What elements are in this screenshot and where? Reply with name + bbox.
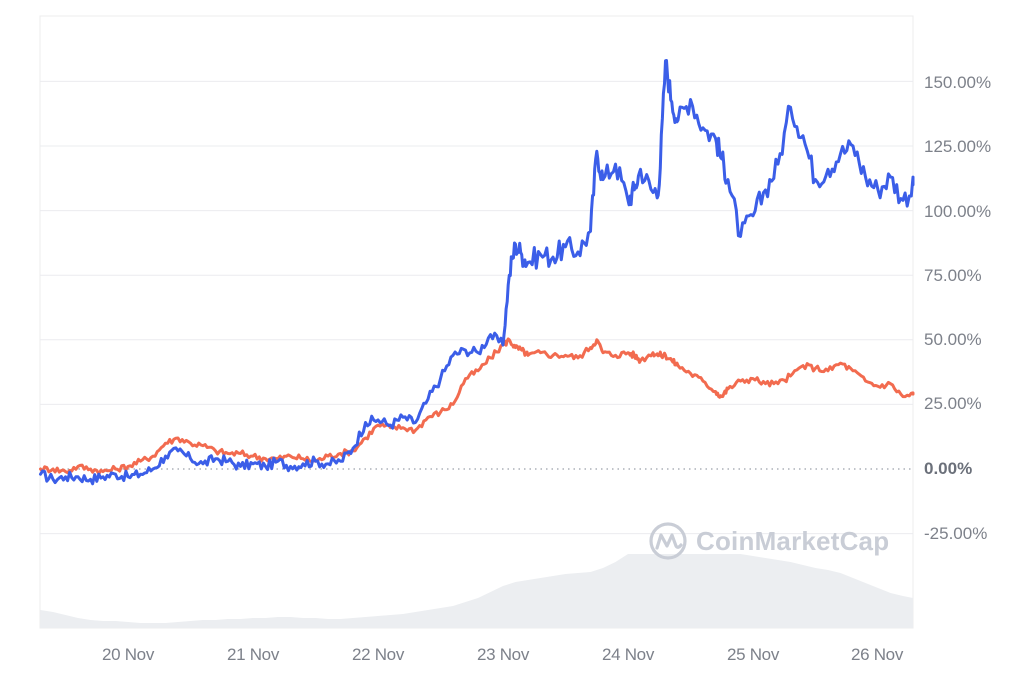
- y-tick-label-100: 100.00%: [924, 202, 992, 221]
- orange-series-line[interactable]: [39, 337, 915, 476]
- y-tick-label-75: 75.00%: [924, 266, 982, 285]
- series-lines: [39, 59, 915, 486]
- y-tick-label-50: 50.00%: [924, 330, 982, 349]
- y-tick-label-0: 0.00%: [924, 459, 973, 478]
- x-tick-label-25-nov: 25 Nov: [726, 645, 780, 664]
- x-tick-label-24-nov: 24 Nov: [601, 645, 655, 664]
- coinmarketcap-watermark: CoinMarketCap: [648, 521, 889, 561]
- x-tick-label-20-nov: 20 Nov: [101, 645, 155, 664]
- x-tick-label-21-nov: 21 Nov: [226, 645, 280, 664]
- x-tick-label-22-nov: 22 Nov: [351, 645, 405, 664]
- y-tick-label-125: 125.00%: [924, 137, 992, 156]
- coinmarketcap-logo-icon: [649, 522, 687, 560]
- watermark-text: CoinMarketCap: [696, 525, 890, 556]
- x-tick-label-23-nov: 23 Nov: [476, 645, 530, 664]
- y-tick-label-25: 25.00%: [924, 394, 982, 413]
- y-tick-label-minus-25: -25.00%: [924, 524, 988, 543]
- y-tick-label-150: 150.00%: [924, 73, 992, 92]
- x-tick-label-26-nov: 26 Nov: [850, 645, 904, 664]
- blue-series-line[interactable]: [39, 59, 915, 486]
- volume-area: [40, 554, 913, 628]
- grid-lines: [40, 80, 913, 535]
